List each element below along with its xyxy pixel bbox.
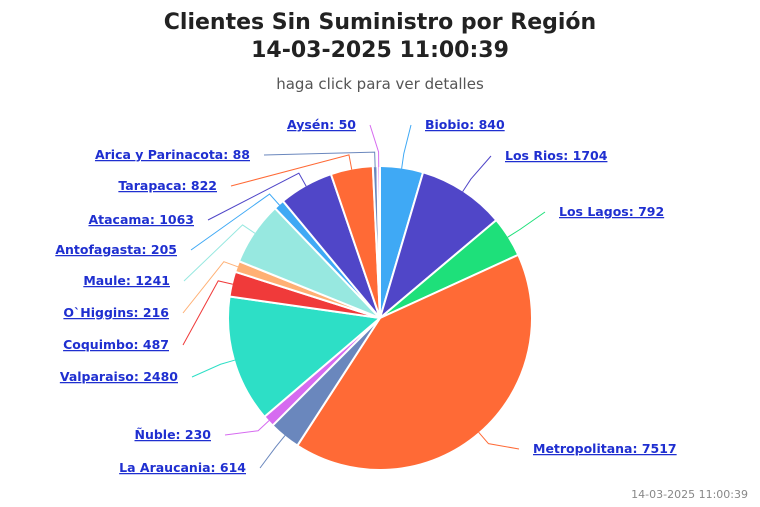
connector-line (259, 435, 286, 469)
connector-line (401, 124, 412, 169)
chart-subtitle: haga click para ver detalles (276, 75, 484, 93)
data-label[interactable]: Coquimbo: 487 (63, 337, 169, 352)
chart-title-timestamp: 14-03-2025 11:00:39 (251, 38, 509, 63)
connector-line (462, 155, 492, 192)
chart-title: Clientes Sin Suministro por Región (163, 10, 597, 35)
connector-line (230, 154, 353, 187)
data-label[interactable]: Arica y Parinacota: 88 (95, 147, 250, 162)
data-label[interactable]: Maule: 1241 (83, 273, 170, 288)
data-label[interactable]: Atacama: 1063 (88, 212, 194, 227)
connector-line (207, 172, 307, 221)
connector-line (478, 431, 520, 450)
footer-timestamp: 14-03-2025 11:00:39 (631, 488, 748, 501)
data-label[interactable]: Valparaiso: 2480 (60, 369, 178, 384)
connector-line (191, 359, 236, 378)
connector-line (182, 261, 239, 314)
connector-line (182, 280, 233, 346)
data-label[interactable]: Biobio: 840 (425, 117, 505, 132)
connector-line (507, 211, 546, 238)
connector-line (190, 193, 280, 251)
data-label[interactable]: Tarapaca: 822 (118, 178, 217, 193)
data-label[interactable]: La Araucania: 614 (119, 460, 246, 475)
data-label[interactable]: Ñuble: 230 (134, 427, 211, 442)
data-label[interactable]: Los Rios: 1704 (505, 148, 608, 163)
connector-line (183, 224, 256, 282)
data-label[interactable]: Los Lagos: 792 (559, 204, 664, 219)
data-label[interactable]: O`Higgins: 216 (63, 305, 169, 320)
data-label[interactable]: Metropolitana: 7517 (533, 441, 677, 456)
data-label[interactable]: Antofagasta: 205 (55, 242, 177, 257)
data-label[interactable]: Aysén: 50 (287, 117, 356, 132)
connector-line (369, 124, 380, 168)
connector-line (224, 420, 270, 436)
connector-line (263, 151, 376, 168)
